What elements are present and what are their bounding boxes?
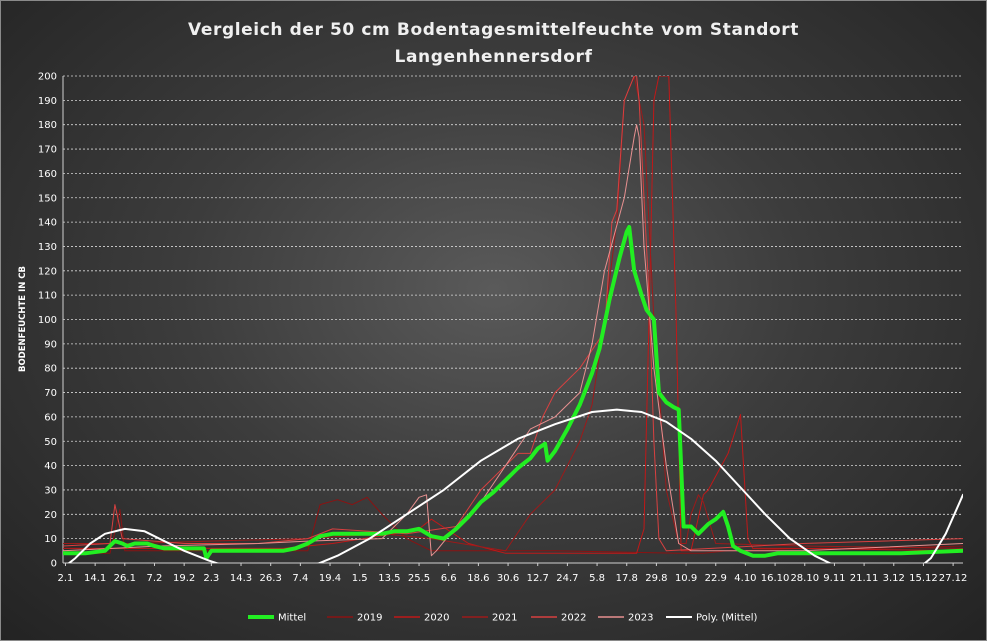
- y-tick-label-60: 60: [44, 412, 57, 423]
- x-tick-label-3-12: 3.12: [883, 573, 905, 584]
- y-tick-label-110: 110: [38, 291, 57, 302]
- series-line-2020: [63, 76, 963, 554]
- legend-label-2020: 2020: [424, 613, 449, 624]
- y-tick-label-70: 70: [44, 388, 57, 399]
- y-tick-label-180: 180: [38, 120, 57, 131]
- x-tick-label-2-1: 2.1: [58, 573, 74, 584]
- x-tick-label-24-7: 24.7: [556, 573, 578, 584]
- x-tick-label-19-2: 19.2: [173, 573, 195, 584]
- legend: Mittel 2019 2020 2021 2022 2023 Poly. (Mittel): [248, 613, 758, 624]
- y-tick-label-20: 20: [44, 510, 57, 521]
- x-tick-label-13-5: 13.5: [378, 573, 400, 584]
- x-tick-label-10-9: 10.9: [675, 573, 697, 584]
- y-tick-label-140: 140: [38, 218, 57, 229]
- y-tick-label-40: 40: [44, 461, 57, 472]
- x-tick-label-14-3: 14.3: [230, 573, 252, 584]
- y-tick-label-80: 80: [44, 364, 57, 375]
- x-tick-label-19-4: 19.4: [319, 573, 341, 584]
- y-tick-label-100: 100: [38, 315, 57, 326]
- x-tick-label-18-6: 18.6: [467, 573, 489, 584]
- chart-title-line-2: Langenhennersdorf: [394, 47, 593, 67]
- x-tick-label-26-3: 26.3: [260, 573, 282, 584]
- y-tick-label-50: 50: [44, 437, 57, 448]
- y-tick-label-130: 130: [38, 242, 57, 253]
- y-tick-label-120: 120: [38, 266, 57, 277]
- x-tick-label-16-10: 16.10: [761, 573, 790, 584]
- legend-label-2021: 2021: [492, 613, 517, 624]
- grid-lines: [63, 75, 963, 540]
- y-tick-label-190: 190: [38, 96, 57, 107]
- x-tick-label-7-2: 7.2: [147, 573, 163, 584]
- x-tick-label-30-6: 30.6: [497, 573, 519, 584]
- x-tick-label-4-10: 4.10: [734, 573, 756, 584]
- x-tick-label-9-11: 9.11: [823, 573, 845, 584]
- x-tick-label-12-7: 12.7: [527, 573, 549, 584]
- x-tick-label-27-12: 27.12: [939, 573, 968, 584]
- x-tick-label-25-5: 25.5: [408, 573, 430, 584]
- series-line-2022: [63, 76, 963, 552]
- x-tick-label-6-6: 6.6: [441, 573, 457, 584]
- y-tick-label-150: 150: [38, 193, 57, 204]
- x-tick-label-26-1: 26.1: [114, 573, 136, 584]
- series-lines: [63, 76, 963, 563]
- y-tick-label-10: 10: [44, 534, 57, 545]
- x-tick-label-5-8: 5.8: [589, 573, 605, 584]
- y-tick-label-160: 160: [38, 169, 57, 180]
- x-tick-label-14-1: 14.1: [84, 573, 106, 584]
- x-tick-label-7-4: 7.4: [292, 573, 308, 584]
- x-tick-label-2-3: 2.3: [203, 573, 219, 584]
- x-tick-label-21-11: 21.11: [850, 573, 879, 584]
- x-tick-label-15-12: 15.12: [909, 573, 938, 584]
- legend-label-poly-mittel: Poly. (Mittel): [696, 613, 758, 624]
- y-tick-label-30: 30: [44, 485, 57, 496]
- series-line-mittel: [63, 225, 963, 561]
- y-tick-label-170: 170: [38, 145, 57, 156]
- x-tick-label-28-10: 28.10: [790, 573, 819, 584]
- legend-label-2022: 2022: [561, 613, 586, 624]
- x-tick-label-17-8: 17.8: [616, 573, 638, 584]
- y-tick-label-200: 200: [38, 72, 57, 83]
- legend-label-mittel: Mittel: [278, 613, 306, 624]
- axes: 0 10 20 30 40 50 60 70 80 90 100 110 120 130 140 150 160…: [38, 72, 968, 585]
- series-line-2023: [63, 124, 963, 557]
- x-tick-label-29-8: 29.8: [645, 573, 667, 584]
- series-line-2021: [63, 76, 963, 552]
- series-line-poly-mittel: [67, 408, 963, 563]
- y-tick-label-0: 0: [51, 559, 57, 570]
- chart-title-line-1: Vergleich der 50 cm Bodentagesmittelfeuc…: [188, 20, 799, 40]
- legend-label-2019: 2019: [357, 613, 382, 624]
- x-tick-label-1-5: 1.5: [352, 573, 368, 584]
- y-tick-label-90: 90: [44, 339, 57, 350]
- legend-label-2023: 2023: [628, 613, 653, 624]
- x-tick-label-22-9: 22.9: [705, 573, 727, 584]
